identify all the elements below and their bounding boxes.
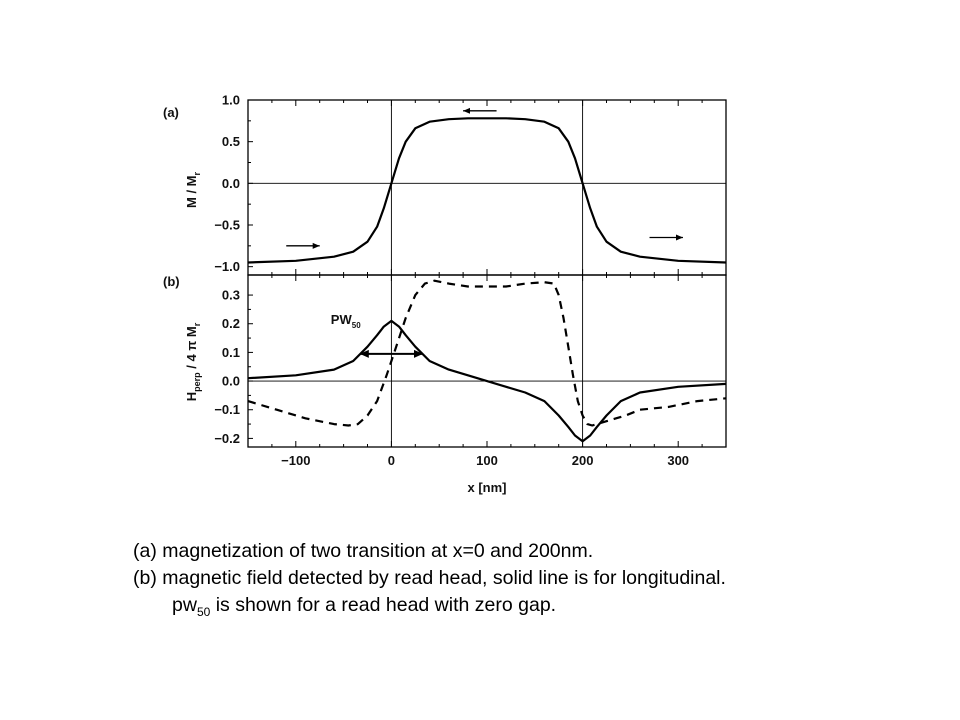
panel-a-series	[247, 117, 727, 264]
panel-a-reference-lines	[248, 100, 726, 275]
panel-a-arrows	[286, 107, 683, 249]
panel-a-y-tick-label: 0.5	[222, 134, 240, 149]
panel-b-series-solid	[247, 319, 727, 443]
caption-line-pw50: pw50 is shown for a read head with zero …	[133, 592, 726, 626]
panel-b-y-tick-label: 0.1	[222, 345, 240, 360]
caption-line-a: (a) magnetization of two transition at x…	[133, 540, 594, 562]
panel-a-y-tick-label: −0.5	[214, 218, 240, 233]
panel-a-series-solid	[247, 117, 727, 264]
panel-a-y-tick-label: 0.0	[222, 176, 240, 191]
panel-a-y-axis-label-main: M / M	[184, 176, 199, 209]
panel-a-ticks: −1.0 −0.5 0.0 0.5 1.0	[214, 93, 727, 275]
panel-b-y-axis-label-sub-perp: perp	[192, 372, 202, 392]
panel-b-ticks: −0.2 −0.1 0.0 0.1 0.2 0.3 −100 0 100 200 300	[214, 275, 727, 468]
panel-b-y-tick-label: 0.2	[222, 316, 240, 331]
x-tick-label: 100	[476, 453, 498, 468]
panel-a: (a) −1.0 −0.5 0.0 0.5 1.0 M / Mr	[163, 93, 727, 276]
panel-a-frame	[247, 99, 727, 276]
caption-pw: pw	[172, 594, 197, 616]
x-axis-label: x [nm]	[468, 480, 507, 495]
caption-pw-rest: is shown for a read head with zero gap.	[210, 594, 557, 616]
caption: (a) magnetization of two transition at x…	[133, 538, 726, 626]
panel-b: (b) −0.2 −0.1 0.0 0.1 0.2 0.3 −100 0 100 200 300 P…	[163, 274, 727, 495]
panel-b-label: (b)	[163, 274, 180, 289]
panel-b-y-tick-label: −0.1	[214, 402, 240, 417]
pw50-label: PW50	[331, 312, 361, 330]
panel-b-y-axis-label-mid: / 4 π M	[184, 326, 199, 372]
panel-a-y-axis-label: M / Mr	[184, 172, 202, 209]
panel-b-y-axis-label-h: H	[184, 392, 199, 401]
panel-b-y-tick-label: −0.2	[214, 431, 240, 446]
x-tick-label: −100	[281, 453, 310, 468]
panel-a-y-tick-label: 1.0	[222, 93, 240, 108]
panel-a-label: (a)	[163, 105, 179, 120]
figure: (a) −1.0−0.50.00.51.0 M / Mr (b) −0.2−0.…	[163, 93, 727, 495]
panel-b-y-axis-label: Hperp / 4 π Mr	[184, 322, 202, 401]
panel-b-series	[247, 279, 727, 443]
panel-b-series-dashed	[247, 279, 727, 427]
x-tick-label: 300	[667, 453, 689, 468]
panel-a-y-axis-label-sub: r	[192, 172, 202, 176]
x-tick-label: 200	[572, 453, 594, 468]
pw50-annotation: PW50	[331, 312, 423, 358]
caption-pw-subscript: 50	[196, 604, 211, 619]
panel-b-y-tick-label: 0.3	[222, 288, 240, 303]
x-tick-label: 0	[388, 453, 395, 468]
panel-a-y-tick-label: −1.0	[214, 259, 240, 274]
panel-b-y-axis-label-sub-r: r	[192, 322, 202, 326]
caption-line-b: (b) magnetic field detected by read head…	[133, 567, 726, 589]
panel-b-y-tick-label: 0.0	[222, 374, 240, 389]
